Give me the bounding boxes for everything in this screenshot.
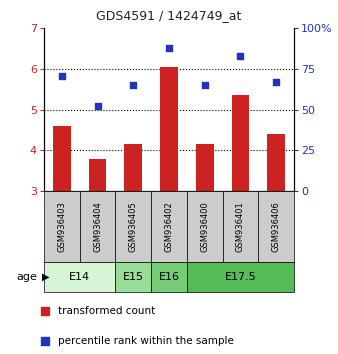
- Text: GSM936403: GSM936403: [57, 201, 66, 252]
- Bar: [115, 262, 151, 292]
- Text: transformed count: transformed count: [58, 306, 155, 316]
- Point: [95, 104, 100, 109]
- Bar: [44, 191, 80, 262]
- Point: [166, 45, 172, 51]
- Bar: [267, 134, 285, 191]
- Bar: [151, 191, 187, 262]
- Text: age: age: [16, 272, 37, 282]
- Text: GDS4591 / 1424749_at: GDS4591 / 1424749_at: [96, 9, 242, 22]
- Bar: [187, 262, 294, 292]
- Text: ▶: ▶: [42, 272, 50, 282]
- Bar: [196, 144, 214, 191]
- Text: E14: E14: [69, 272, 90, 282]
- Bar: [80, 191, 115, 262]
- Bar: [232, 96, 249, 191]
- Point: [238, 53, 243, 59]
- Point: [273, 79, 279, 85]
- Text: GSM936404: GSM936404: [93, 201, 102, 252]
- Text: percentile rank within the sample: percentile rank within the sample: [58, 336, 234, 346]
- Text: E16: E16: [159, 272, 179, 282]
- Text: GSM936406: GSM936406: [272, 201, 281, 252]
- Point: [42, 308, 48, 314]
- Point: [42, 338, 48, 343]
- Bar: [124, 144, 142, 191]
- Text: E17.5: E17.5: [224, 272, 256, 282]
- Bar: [187, 191, 223, 262]
- Bar: [151, 262, 187, 292]
- Bar: [115, 191, 151, 262]
- Bar: [258, 191, 294, 262]
- Bar: [160, 67, 178, 191]
- Bar: [89, 159, 106, 191]
- Point: [59, 73, 65, 78]
- Point: [202, 82, 208, 88]
- Text: GSM936401: GSM936401: [236, 201, 245, 252]
- Text: E15: E15: [123, 272, 144, 282]
- Text: GSM936402: GSM936402: [165, 201, 173, 252]
- Text: GSM936405: GSM936405: [129, 201, 138, 252]
- Bar: [44, 262, 115, 292]
- Text: GSM936400: GSM936400: [200, 201, 209, 252]
- Point: [130, 82, 136, 88]
- Bar: [223, 191, 258, 262]
- Bar: [53, 126, 71, 191]
